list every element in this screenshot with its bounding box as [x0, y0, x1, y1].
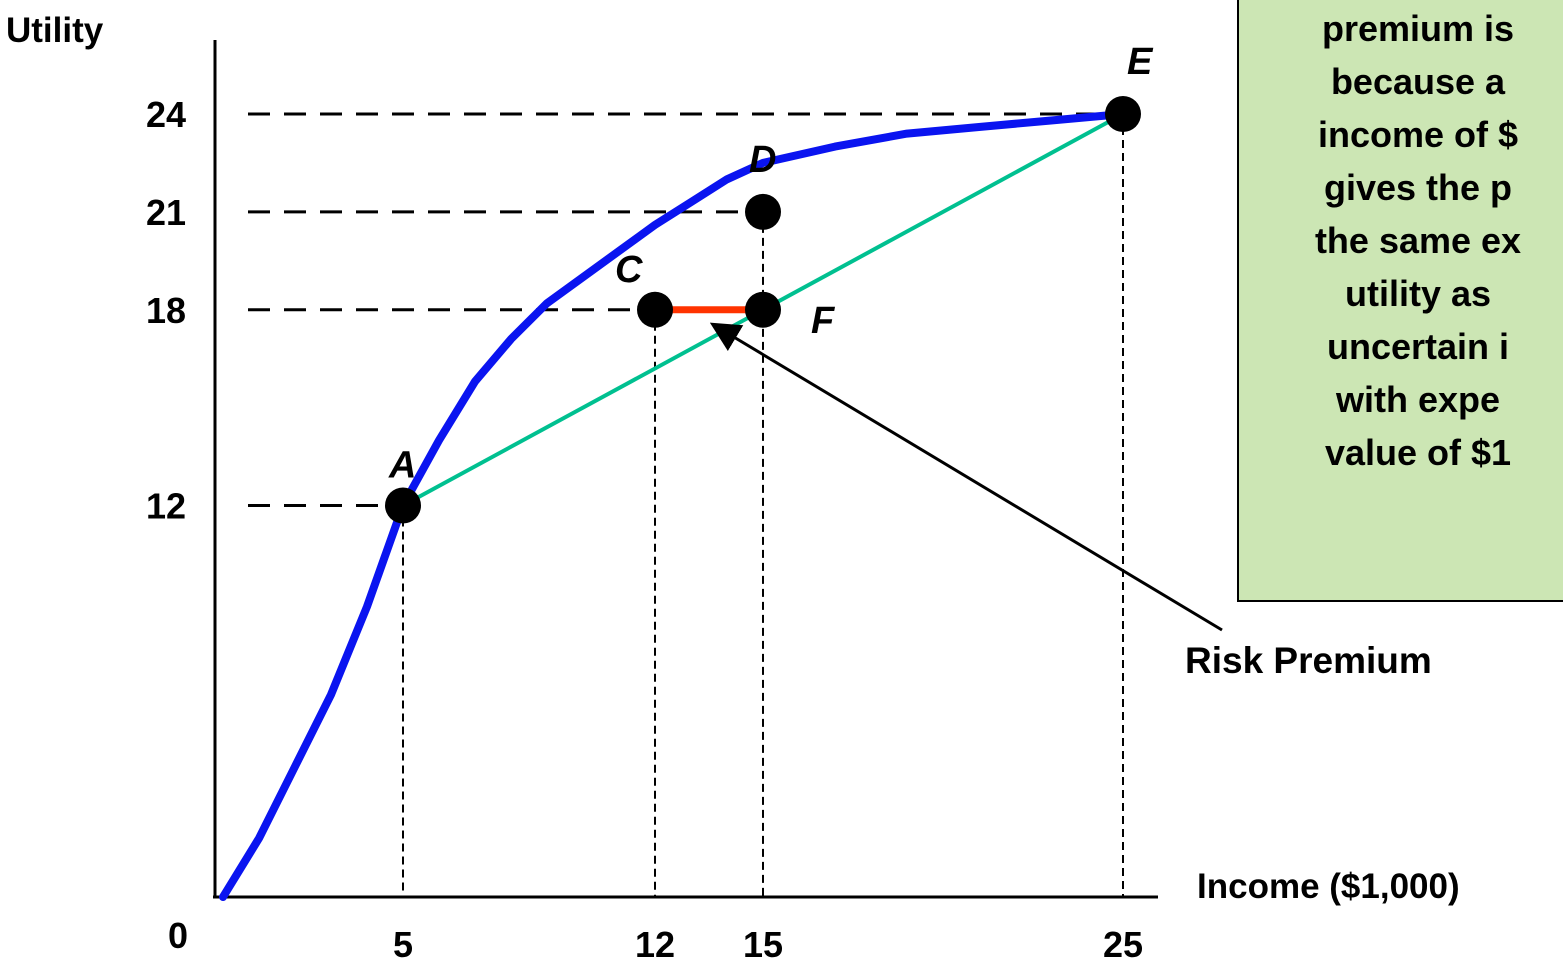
reference-lines	[248, 112, 1124, 897]
note-line: gives the p	[1323, 167, 1513, 208]
point-d-marker	[745, 193, 781, 230]
point-f-marker	[745, 291, 781, 328]
x-tick-label-15: 15	[743, 924, 783, 964]
point-d-label: D	[749, 139, 776, 181]
note-text: premium is because a income of $ gives the …	[1239, 2, 1563, 479]
note-line: with expe	[1335, 379, 1501, 420]
note-line: income of $	[1317, 114, 1519, 155]
note-line: because a	[1330, 61, 1506, 102]
curve-line	[219, 110, 1127, 901]
x-tick-label-25: 25	[1103, 924, 1143, 964]
note-line: uncertain i	[1326, 326, 1510, 367]
risk-premium-label: Risk Premium	[1185, 640, 1432, 681]
point-a-marker	[385, 487, 421, 524]
annotation-layer: Risk Premium	[709, 322, 1432, 681]
note-line: value of $1	[1324, 432, 1512, 473]
note-line: the same ex	[1314, 220, 1522, 261]
note-line: premium is	[1321, 8, 1515, 49]
y-tick-label-18: 18	[146, 290, 186, 331]
note-line: utility as	[1344, 273, 1492, 314]
point-e-marker	[1105, 96, 1141, 132]
origin-label: 0	[168, 915, 188, 956]
point-c-label: C	[615, 249, 643, 291]
x-axis-label: Income ($1,000)	[1197, 867, 1460, 906]
y-tick-label-24: 24	[146, 94, 186, 135]
tick-labels: 12 18 21 24 5 12 15 25	[146, 94, 1143, 964]
point-c-marker	[637, 291, 673, 328]
x-tick-label-12: 12	[635, 924, 675, 964]
x-tick-label-5: 5	[393, 924, 413, 964]
point-e-label: E	[1127, 41, 1154, 83]
marker-layer: A C D F E	[385, 41, 1154, 524]
y-axis-label: Utility	[6, 11, 104, 50]
point-a-label: A	[388, 445, 416, 487]
y-tick-label-21: 21	[146, 192, 186, 233]
explanation-note: premium is because a income of $ gives the …	[1237, 0, 1563, 602]
point-f-label: F	[811, 300, 836, 342]
risk-premium-arrow	[709, 322, 1223, 632]
y-tick-label-12: 12	[146, 486, 186, 527]
